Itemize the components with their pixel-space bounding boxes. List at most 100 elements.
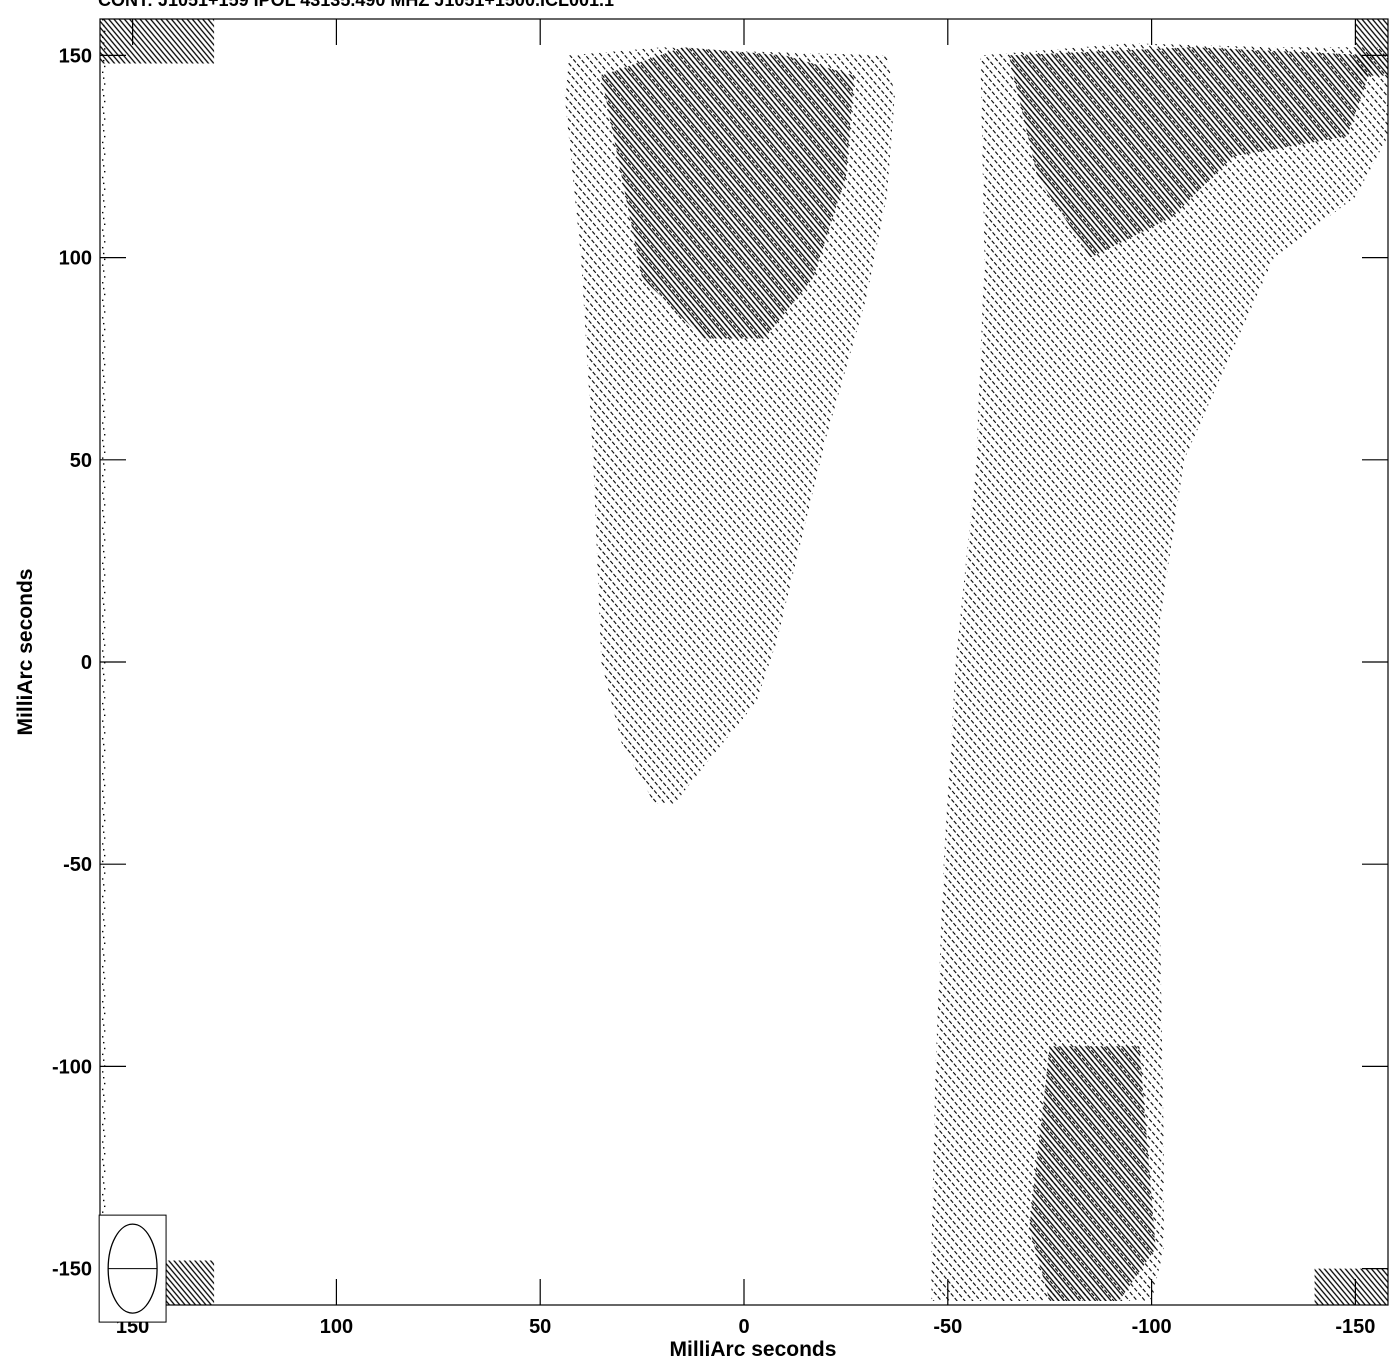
edge-dot-left	[104, 837, 106, 839]
edge-dot-left	[104, 977, 106, 980]
edge-dot-left	[102, 965, 104, 968]
edge-dot-left	[104, 1153, 106, 1155]
edge-dot-left	[104, 626, 106, 629]
edge-dot-left	[104, 206, 106, 208]
edge-dot-left	[102, 913, 104, 915]
edge-dot-left	[102, 1001, 104, 1003]
edge-dot-left	[102, 615, 104, 617]
edge-dot-left	[104, 293, 106, 296]
edge-dot-left	[103, 603, 105, 605]
edge-dot-left	[104, 381, 106, 383]
edge-dot-left	[104, 486, 106, 489]
edge-dot-left	[103, 1129, 105, 1132]
edge-dot-left	[103, 94, 105, 97]
edge-dot-left	[103, 954, 105, 956]
edge-dot-left	[102, 229, 104, 231]
edge-dot-left	[102, 141, 104, 144]
northern-stripe-core	[601, 47, 855, 339]
edge-dot-left	[104, 662, 106, 664]
x-tick-label: 100	[320, 1316, 353, 1338]
edge-dot-left	[103, 42, 105, 44]
edge-dot-left	[102, 737, 104, 740]
edge-dot-left	[103, 884, 105, 886]
edge-dot-left	[103, 515, 105, 518]
southern-stripe-core-south	[1029, 1046, 1156, 1301]
edge-dot-left	[103, 182, 105, 185]
edge-dot-left	[102, 457, 104, 459]
edge-dot-left	[102, 194, 104, 196]
x-tick-label: -100	[1132, 1316, 1172, 1338]
edge-dot-left	[104, 451, 106, 453]
edge-dot-left	[104, 925, 106, 927]
edge-dot-left	[104, 48, 106, 50]
edge-dot-left	[103, 691, 105, 693]
edge-dot-left	[103, 550, 105, 553]
edge-dot-left	[102, 54, 104, 56]
edge-dot-left	[104, 1082, 106, 1085]
edge-dot-left	[104, 188, 106, 190]
edge-dot-left	[103, 621, 105, 623]
y-tick-label: 0	[81, 652, 92, 674]
edge-dot-left	[104, 135, 106, 138]
edge-dot-left	[104, 311, 106, 313]
edge-dot-left	[103, 463, 105, 465]
edge-dot-left	[102, 510, 104, 512]
edge-dot-left	[102, 825, 104, 828]
edge-dot-left	[103, 270, 105, 272]
edge-dot-left	[102, 667, 104, 670]
y-tick-label: 100	[59, 248, 92, 270]
edge-dot-left	[103, 445, 105, 448]
edge-dot-left	[102, 983, 104, 985]
edge-dot-left	[102, 790, 104, 792]
edge-dot-left	[103, 235, 105, 237]
y-tick-label: -150	[52, 1259, 92, 1281]
frame-edge-noise-3	[1355, 19, 1388, 76]
edge-dot-left	[102, 1141, 104, 1143]
edge-dot-left	[103, 217, 105, 220]
edge-dot-left	[102, 124, 104, 126]
edge-dot-left	[102, 1053, 104, 1056]
edge-dot-left	[104, 767, 106, 769]
edge-dot-left	[104, 960, 106, 962]
edge-dot-left	[103, 393, 105, 395]
edge-dot-left	[104, 363, 106, 366]
edge-dot-left	[103, 1094, 105, 1096]
edge-dot-left	[104, 346, 106, 348]
edge-dot-left	[102, 843, 104, 845]
edge-dot-left	[103, 130, 105, 132]
edge-dot-left	[103, 971, 105, 974]
edge-dot-left	[102, 176, 104, 179]
edge-dot-left	[102, 702, 104, 705]
edge-dot-left	[102, 106, 104, 109]
y-tick-label: 150	[59, 45, 92, 67]
edge-dot-left	[102, 404, 104, 407]
edge-dot-left	[103, 568, 105, 570]
edge-dot-left	[103, 936, 105, 939]
edge-dot-left	[104, 521, 106, 524]
edge-dot-left	[104, 1012, 106, 1015]
edge-dot-left	[104, 258, 106, 261]
edge-dot-left	[104, 398, 106, 401]
edge-dot-left	[103, 796, 105, 798]
edge-dot-left	[103, 901, 105, 904]
y-tick-label: -50	[63, 854, 92, 876]
edge-dot-left	[102, 1106, 104, 1108]
edge-dot-left	[104, 83, 106, 85]
edge-dot-left	[103, 1199, 105, 1202]
edge-dot-left	[104, 1047, 106, 1050]
y-axis-title: MilliArc seconds	[14, 569, 37, 736]
edge-dot-left	[103, 358, 105, 360]
edge-dot-left	[103, 673, 105, 676]
edge-dot-left	[104, 1205, 106, 1208]
edge-dot-left	[102, 878, 104, 880]
edge-dot-left	[102, 1071, 104, 1073]
edge-dot-left	[103, 305, 105, 307]
edge-dot-left	[102, 36, 104, 38]
chart-title: CONT: J1051+159 IPOL 43135.490 MHZ J1051…	[98, 0, 614, 10]
edge-dot-left	[103, 533, 105, 535]
edge-dot-left	[103, 1041, 105, 1044]
edge-dot-left	[104, 1100, 106, 1102]
edge-dot-left	[102, 808, 104, 810]
edge-dot-left	[103, 340, 105, 342]
edge-dot-left	[104, 556, 106, 559]
